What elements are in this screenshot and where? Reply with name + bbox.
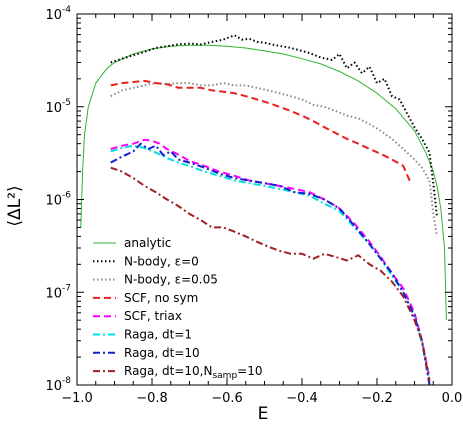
y-tick-label: 10-7: [45, 283, 71, 301]
y-tick-label: 10-8: [45, 376, 71, 394]
y-axis-title: ⟨ΔL²⟩: [5, 185, 25, 226]
series-layer: [80, 34, 447, 385]
y-tick-label: 10-4: [45, 5, 71, 23]
legend: analytic N-body, ε=0 N-body, ε=0.05 SCF, no…: [93, 236, 262, 381]
series-line-0: [80, 44, 447, 321]
series-line-3: [110, 79, 412, 184]
legend-label-5: Raga, dt=1: [124, 328, 192, 342]
legend-label-1: N-body, ε=0: [124, 254, 199, 268]
x-tick-label: 0.0: [442, 391, 463, 406]
legend-label-0: analytic: [124, 236, 171, 250]
x-tick-label: −0.8: [136, 391, 168, 406]
x-tick-label: −1.0: [61, 391, 93, 406]
legend-label-2: N-body, ε=0.05: [124, 273, 218, 287]
series-line-7: [110, 166, 431, 382]
legend-label-3: SCF, no sym: [124, 291, 198, 305]
legend-label-4: SCF, triax: [124, 309, 182, 323]
x-axis-title: E: [258, 404, 269, 424]
series-line-1: [110, 34, 438, 218]
series-line-6: [110, 142, 431, 385]
series-line-5: [110, 144, 431, 382]
ticks-layer: −1.0 −0.8 −0.6 −0.4 −0.2 0.0 10-8 10-7 10-6 10-5 1…: [45, 5, 462, 406]
legend-label-7: Raga, dt=10,Nsamp=10: [124, 364, 262, 381]
y-tick-label: 10-5: [45, 98, 71, 116]
x-tick-label: −0.2: [361, 391, 393, 406]
legend-label-6: Raga, dt=10: [124, 346, 200, 360]
y-tick-label: 10-6: [45, 191, 71, 209]
x-tick-label: −0.6: [211, 391, 243, 406]
x-tick-label: −0.4: [286, 391, 318, 406]
